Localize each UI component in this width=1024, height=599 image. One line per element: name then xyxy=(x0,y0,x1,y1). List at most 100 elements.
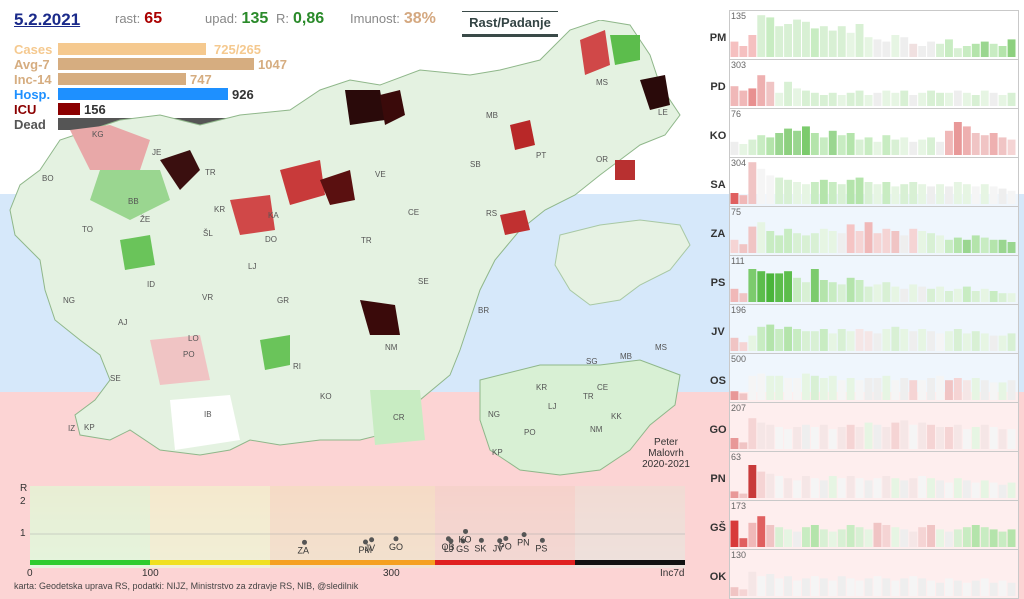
region-panel[interactable]: JV 196 xyxy=(705,304,1019,354)
sparkline-bar xyxy=(980,237,989,253)
municipality-label[interactable]: KG xyxy=(92,130,104,139)
scatter-point[interactable] xyxy=(503,535,509,541)
municipality-label[interactable]: MS xyxy=(596,78,608,87)
region-panel[interactable]: GŠ 173 xyxy=(705,500,1019,550)
municipality-label[interactable]: ŠL xyxy=(203,229,213,238)
sparkline-bar xyxy=(757,471,766,498)
scatter-point[interactable] xyxy=(393,536,399,542)
sparkline-bar xyxy=(748,269,757,302)
municipality-label[interactable]: LJ xyxy=(248,262,257,271)
inset-label[interactable]: PO xyxy=(524,428,536,437)
municipality-label[interactable]: AJ xyxy=(118,318,128,327)
scatter-point[interactable] xyxy=(302,539,307,545)
municipality-label[interactable]: PO xyxy=(183,350,195,359)
municipality-label[interactable]: CE xyxy=(408,208,420,217)
inset-label[interactable]: SG xyxy=(586,357,598,366)
inset-label[interactable]: CE xyxy=(597,383,609,392)
municipality-label[interactable]: IB xyxy=(204,410,212,419)
sparkline-bar xyxy=(730,391,739,400)
municipality-label[interactable]: TR xyxy=(205,168,216,177)
sparkline xyxy=(730,418,1016,449)
municipality-label[interactable]: TO xyxy=(82,225,93,234)
sparkline-bar xyxy=(936,286,944,302)
municipality-label[interactable]: SB xyxy=(470,160,481,169)
sparkline-bar xyxy=(766,231,775,253)
region-panel[interactable]: OS 500 xyxy=(705,353,1019,403)
region-panel[interactable]: KO 76 xyxy=(705,108,1019,158)
sparkline-bar xyxy=(730,288,739,302)
inset-label[interactable]: KK xyxy=(611,412,622,421)
scatter-point-label: GS xyxy=(456,544,469,554)
municipality-label[interactable]: BO xyxy=(42,174,54,183)
scatter-point[interactable] xyxy=(369,537,375,543)
sparkline-bar xyxy=(1007,293,1016,302)
municipality-label[interactable]: RI xyxy=(293,362,301,371)
zone-red xyxy=(435,486,575,568)
inset-label[interactable]: MB xyxy=(620,352,632,361)
sparkline-bar xyxy=(962,380,971,400)
scatter-point[interactable] xyxy=(478,537,484,543)
municipality-label[interactable]: RS xyxy=(486,209,498,218)
municipality-label[interactable]: GR xyxy=(277,296,289,305)
region-panel[interactable]: PS 111 xyxy=(705,255,1019,305)
scatter-point-label: JV xyxy=(365,543,376,553)
sparkline xyxy=(730,75,1016,106)
municipality-label[interactable]: ŽE xyxy=(140,215,151,224)
region-panel[interactable]: ZA 75 xyxy=(705,206,1019,256)
inset-label[interactable]: NM xyxy=(590,425,603,434)
municipality-label[interactable]: OR xyxy=(596,155,608,164)
sparkline-bar xyxy=(793,277,801,302)
sparkline-bar xyxy=(918,139,927,155)
scatter-point[interactable] xyxy=(460,538,466,544)
municipality-label[interactable]: JE xyxy=(152,148,162,157)
toggle-rast-padanje-button[interactable]: Rast/Padanje xyxy=(462,11,558,37)
municipality-label[interactable]: BB xyxy=(128,197,139,206)
municipality-label[interactable]: KO xyxy=(320,392,332,401)
region-panel[interactable]: PM 135 xyxy=(705,10,1019,60)
inset-label[interactable]: LJ xyxy=(548,402,557,411)
municipality-label[interactable]: CR xyxy=(393,413,405,422)
municipality-label[interactable]: LE xyxy=(658,108,668,117)
municipality-label[interactable]: BR xyxy=(478,306,490,315)
inset-label[interactable]: KR xyxy=(536,383,548,392)
inset-label[interactable]: MS xyxy=(655,343,667,352)
scatter-point[interactable] xyxy=(445,536,451,542)
scatter-point[interactable] xyxy=(363,539,368,545)
municipality-label[interactable]: MB xyxy=(486,111,498,120)
region-panel[interactable]: GO 207 xyxy=(705,402,1019,452)
region-panel[interactable]: PN 63 xyxy=(705,451,1019,501)
region-panel[interactable]: OK 130 xyxy=(705,549,1019,599)
inset-label[interactable]: NG xyxy=(488,410,500,419)
sparkline-bar xyxy=(900,137,909,155)
municipality-label[interactable]: TR xyxy=(361,236,372,245)
author-years: 2020-2021 xyxy=(642,459,690,470)
sparkline-bar xyxy=(730,520,739,547)
municipality-label[interactable]: KA xyxy=(268,211,279,220)
inset-label[interactable]: KP xyxy=(492,448,503,457)
scatter-point[interactable] xyxy=(463,528,469,534)
municipality-label[interactable]: SE xyxy=(418,277,429,286)
municipality-label[interactable]: DO xyxy=(265,235,277,244)
municipality-label[interactable]: SE xyxy=(110,374,121,383)
municipality-label[interactable]: NM xyxy=(385,343,398,352)
scatter-point[interactable] xyxy=(521,532,527,538)
municipality-label[interactable]: LO xyxy=(188,334,199,343)
region-panel[interactable]: PD 303 xyxy=(705,59,1019,109)
municipality-label[interactable]: VE xyxy=(375,170,386,179)
sparkline-bar xyxy=(1007,190,1016,204)
municipality-label[interactable]: VR xyxy=(202,293,214,302)
municipality-label[interactable]: ID xyxy=(147,280,155,289)
inset-label[interactable]: TR xyxy=(583,392,594,401)
sparkline-bar xyxy=(846,331,855,351)
region-patch xyxy=(90,170,170,220)
region-panel[interactable]: SA 304 xyxy=(705,157,1019,207)
municipality-label[interactable]: PT xyxy=(536,151,547,160)
municipality-label[interactable]: KP xyxy=(84,423,95,432)
scatter-point[interactable] xyxy=(497,538,503,544)
municipality-label[interactable]: IZ xyxy=(68,424,76,433)
municipality-label[interactable]: NG xyxy=(63,296,75,305)
municipality-label[interactable]: KR xyxy=(214,205,226,214)
scatter-point[interactable] xyxy=(539,537,545,543)
scatter-point-label: JV xyxy=(493,544,504,554)
sparkline-bar xyxy=(739,393,748,400)
